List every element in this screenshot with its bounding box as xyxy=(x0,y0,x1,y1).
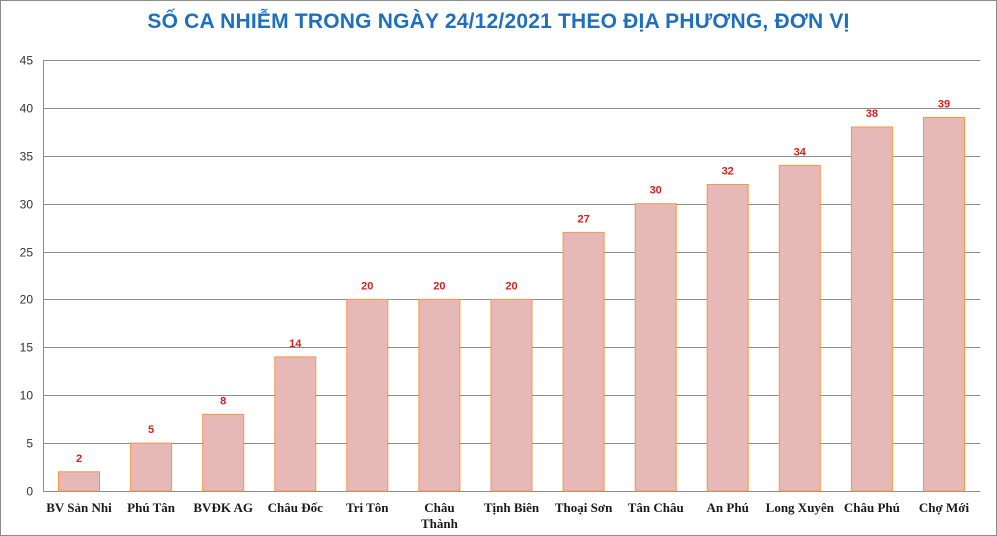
bar xyxy=(706,184,749,492)
x-tick-label: Châu Phú xyxy=(844,500,900,515)
x-tick-label: Tân Châu xyxy=(628,500,684,515)
x-axis: BV Sản Nhi Phú Tân BVĐK AG Châu Đốc Tri Tôn C… xyxy=(46,500,969,531)
y-tick-label: 35 xyxy=(20,150,34,164)
bar xyxy=(850,126,893,492)
data-label: 32 xyxy=(722,166,734,178)
bar xyxy=(923,117,965,492)
data-label: 27 xyxy=(577,213,589,225)
bar xyxy=(346,298,389,492)
data-label: 34 xyxy=(794,146,807,158)
y-tick-label: 45 xyxy=(20,54,34,68)
data-label: 39 xyxy=(938,99,950,111)
data-label: 38 xyxy=(866,108,878,120)
y-tick-label: 25 xyxy=(20,246,34,260)
x-tick-label: Châu Đốc xyxy=(268,500,323,515)
bars xyxy=(58,117,965,492)
bar xyxy=(202,413,245,492)
y-tick-label: 20 xyxy=(20,293,34,307)
x-tick-label: Phú Tân xyxy=(127,500,176,515)
data-labels: 2 5 8 14 20 20 20 27 30 32 34 38 39 xyxy=(76,99,950,465)
bar xyxy=(130,442,173,492)
bar xyxy=(418,298,461,492)
x-tick-label: Tri Tôn xyxy=(346,500,389,515)
data-label: 14 xyxy=(289,338,302,350)
data-label: 20 xyxy=(433,280,445,292)
x-tick-label: Thoại Sơn xyxy=(555,500,613,515)
bar xyxy=(562,231,605,492)
y-tick-label: 30 xyxy=(20,198,34,212)
y-tick-label: 40 xyxy=(20,102,34,116)
bar xyxy=(58,471,100,492)
bar xyxy=(634,203,677,492)
y-tick-label: 0 xyxy=(26,485,33,499)
bar xyxy=(778,164,821,492)
data-label: 30 xyxy=(650,185,662,197)
data-label: 20 xyxy=(505,280,517,292)
data-label: 8 xyxy=(220,395,226,407)
x-tick-label: An Phú xyxy=(707,500,749,515)
x-tick-label: Long Xuyên xyxy=(766,500,835,515)
x-tick-label: Chợ Mới xyxy=(919,500,970,515)
data-label: 20 xyxy=(361,280,373,292)
data-label: 5 xyxy=(148,424,154,436)
x-tick-label: BVĐK AG xyxy=(193,500,253,515)
x-tick-label: Thành xyxy=(421,516,459,531)
y-tick-label: 10 xyxy=(20,389,34,403)
chart-title: SỐ CA NHIỄM TRONG NGÀY 24/12/2021 THEO Đ… xyxy=(147,10,850,33)
bar xyxy=(490,298,533,492)
x-tick-label: Châu xyxy=(424,500,454,515)
data-label: 2 xyxy=(76,453,82,465)
x-tick-label: BV Sản Nhi xyxy=(46,500,112,515)
x-tick-label: Tịnh Biên xyxy=(484,500,540,515)
y-tick-label: 5 xyxy=(26,437,33,451)
bar xyxy=(274,356,317,492)
y-tick-label: 15 xyxy=(20,341,34,355)
